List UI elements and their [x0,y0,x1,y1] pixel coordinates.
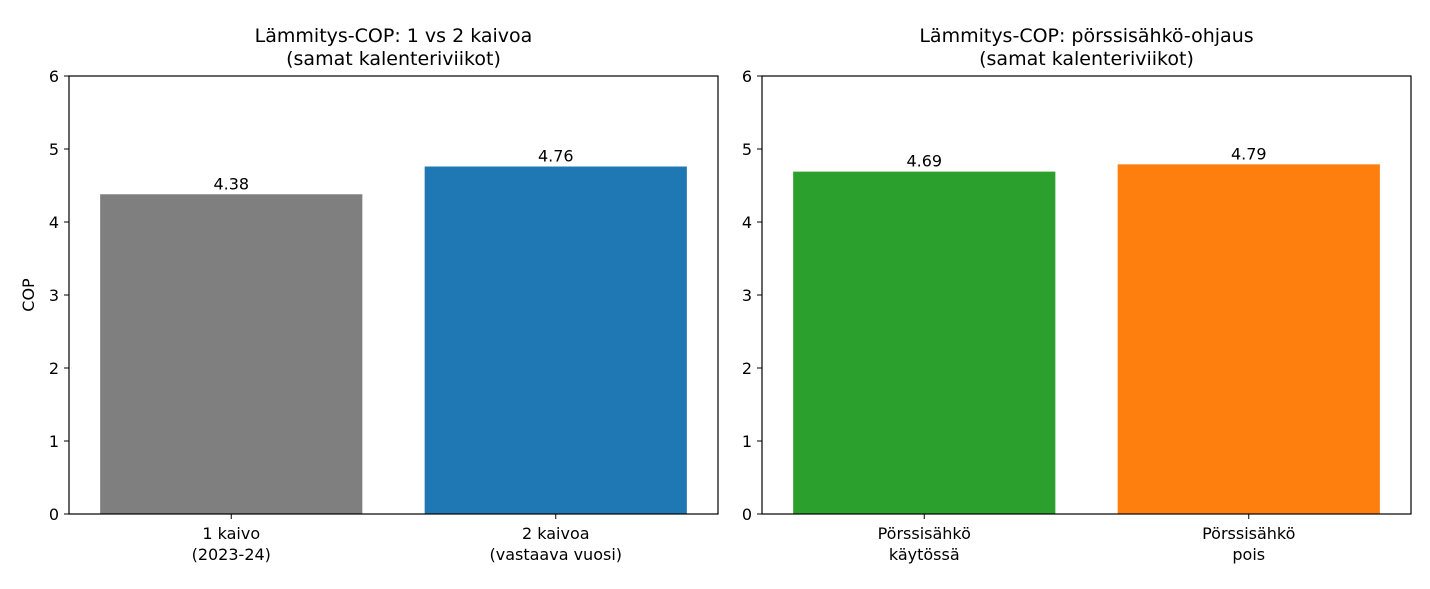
chart-title: Lämmitys-COP: 1 vs 2 kaivoa [255,25,533,47]
bar [793,171,1056,514]
x-tick-label: pois [1232,545,1265,564]
bar [100,194,363,514]
y-tick-label: 4 [742,213,752,232]
x-tick-label: (vastaava vuosi) [489,545,622,564]
y-tick-label: 2 [49,359,59,378]
axes-frame [761,75,1412,515]
chart-title: Lämmitys-COP: pörssisähkö-ohjaus [919,25,1253,47]
y-tick-label: 0 [49,505,59,524]
y-tick-label: 6 [49,67,59,86]
x-tick-label: (2023-24) [192,545,271,564]
y-tick-label: 5 [49,140,59,159]
y-tick-label: 2 [742,359,752,378]
bar [1117,164,1380,514]
y-tick-label: 6 [742,67,752,86]
value-label: 4.69 [906,152,942,171]
y-tick-label: 5 [742,140,752,159]
x-tick-label: käytössä [889,545,960,564]
chart-title: (samat kalenteriviikot) [979,48,1194,70]
value-label: 4.76 [538,147,574,166]
y-axis-label: COP [19,278,38,312]
y-tick-label: 3 [49,286,59,305]
x-tick-label: 1 kaivo [202,524,260,543]
bar [424,166,687,514]
y-tick-label: 1 [49,432,59,451]
y-tick-label: 3 [742,286,752,305]
value-label: 4.79 [1231,144,1267,163]
x-tick-label: Pörssisähkö [878,524,971,543]
axes-frame [68,75,719,515]
x-tick-label: 2 kaivoa [522,524,590,543]
value-label: 4.38 [213,174,249,193]
x-tick-label: Pörssisähkö [1202,524,1295,543]
y-tick-label: 4 [49,213,59,232]
y-tick-label: 1 [742,432,752,451]
chart-title: (samat kalenteriviikot) [286,48,501,70]
y-tick-label: 0 [742,505,752,524]
